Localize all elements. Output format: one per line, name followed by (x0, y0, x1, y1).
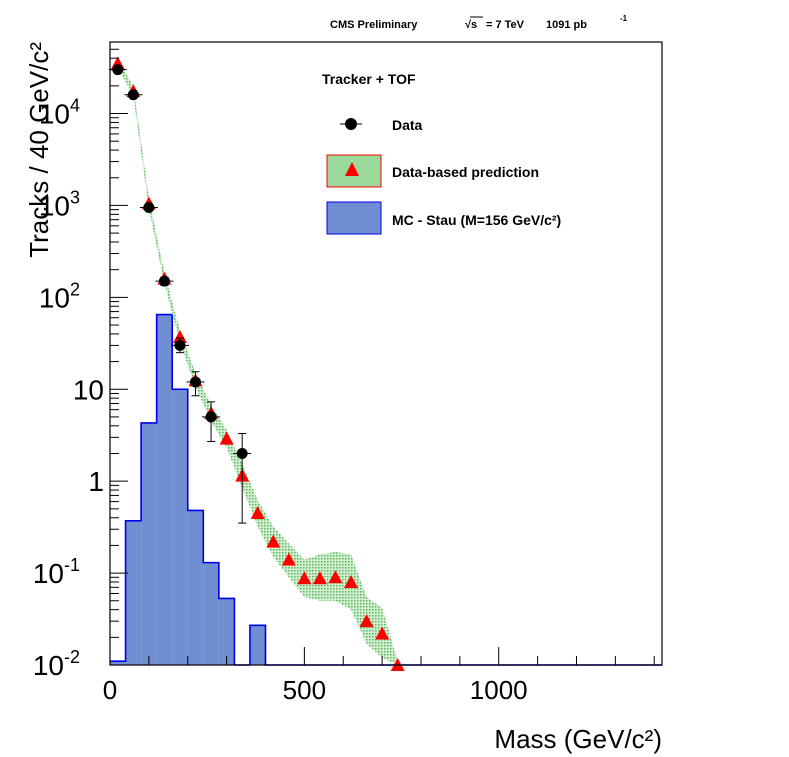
mc-histogram-bar (249, 625, 266, 665)
prediction-marker (375, 626, 390, 640)
prediction-marker (297, 571, 312, 585)
plot-frame (109, 41, 663, 666)
mc-histogram-bar (218, 598, 235, 665)
legend-prediction-marker (345, 162, 359, 176)
data-point (127, 89, 139, 101)
legend-mc-label: MC - Stau (M=156 GeV/c²) (392, 212, 561, 228)
data-point (143, 201, 155, 213)
prediction-marker (219, 431, 234, 445)
y-tick-label: 102 (39, 279, 80, 313)
data-point (236, 448, 248, 460)
data-points-layer (108, 64, 252, 524)
prediction-marker (344, 574, 359, 588)
mc-histogram-bar (156, 314, 173, 665)
prediction-band-layer (117, 58, 398, 666)
prediction-marker (266, 534, 281, 548)
legend-data-label: Data (392, 117, 423, 133)
prediction-marker (359, 614, 374, 628)
mc-histogram-bar (110, 661, 126, 665)
luminosity-label: 1091 pb (546, 19, 587, 31)
x-tick-label: 500 (283, 675, 326, 705)
prediction-marker (328, 570, 343, 584)
data-point (174, 339, 186, 351)
data-point (190, 376, 202, 388)
prediction-marker (281, 552, 296, 566)
data-point (205, 411, 217, 423)
mc-histogram-bar (187, 510, 204, 665)
luminosity-exponent: -1 (620, 14, 628, 23)
y-tick-label: 10 (73, 374, 104, 405)
prediction-uncertainty-band (117, 58, 398, 666)
legend: Tracker + TOF Data Data-based prediction… (322, 71, 561, 235)
experiment-label: CMS Preliminary (330, 19, 418, 31)
y-tick-label: 103 (39, 187, 80, 221)
y-tick-label: 10-1 (33, 555, 80, 589)
mc-histogram-bar (125, 520, 142, 665)
data-point (158, 275, 170, 287)
x-tick-label: 0 (103, 675, 117, 705)
legend-mc-swatch (326, 201, 382, 235)
axes-layer: 0 500 1000 10-2 10-1 1 10 102 103 104 (33, 41, 655, 705)
prediction-marker (250, 506, 265, 520)
energy-label: = 7 TeV (486, 19, 525, 31)
mc-histogram-bar (141, 422, 157, 665)
mc-histogram-bar (203, 562, 219, 665)
legend-prediction-label: Data-based prediction (392, 164, 539, 180)
sqrt-s-label: √s (465, 19, 477, 31)
y-tick-label: 10-2 (33, 647, 80, 681)
mc-histogram-layer (110, 313, 662, 666)
mc-histogram-outline (110, 313, 662, 666)
y-axis-title: Tracks / 40 GeV/c² (24, 42, 54, 258)
x-axis-title: Mass (GeV/c²) (494, 724, 662, 754)
legend-title: Tracker + TOF (322, 71, 416, 87)
prediction-marker (172, 330, 187, 344)
y-tick-label: 104 (39, 96, 80, 130)
prediction-marker (312, 571, 327, 585)
mc-histogram-bar (172, 389, 188, 665)
y-tick-label: 1 (88, 466, 104, 497)
x-tick-label: 1000 (470, 675, 528, 705)
